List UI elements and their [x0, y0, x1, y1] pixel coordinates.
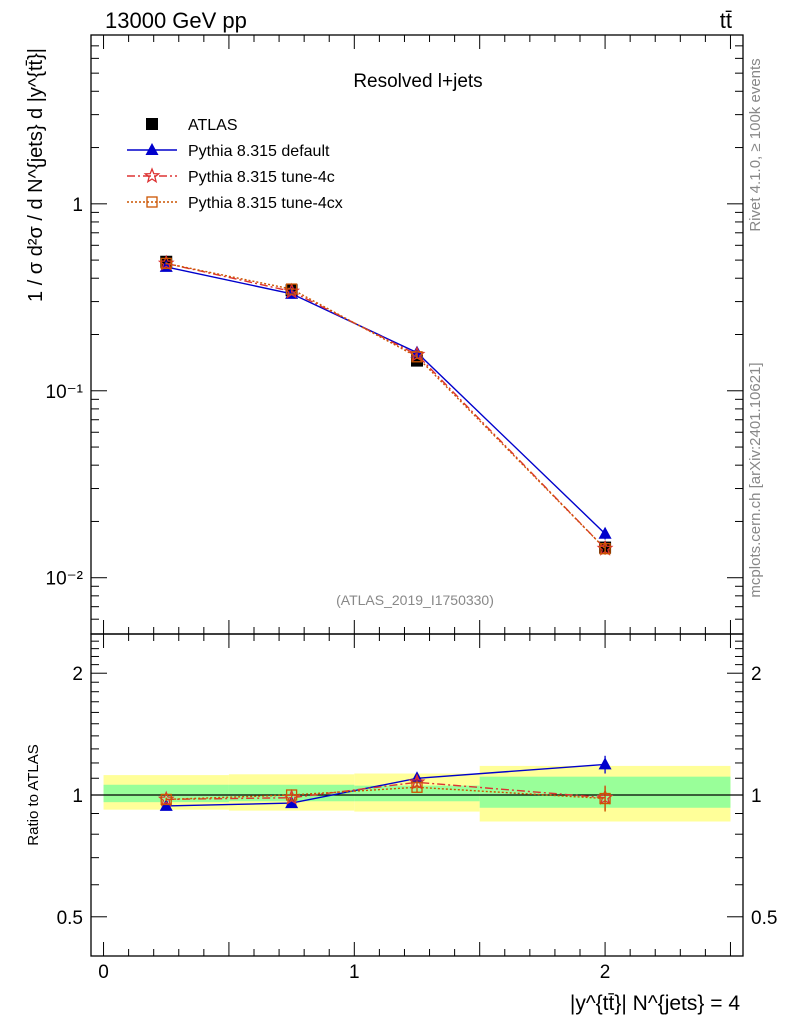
main-pythia-8-315-default-line	[166, 266, 606, 535]
chart-title: Resolved l+jets	[353, 71, 482, 92]
ratio-pythia-8-315-tune-4cx-point	[599, 792, 611, 805]
legend-label: Pythia 8.315 tune-4c	[188, 169, 335, 186]
ratio-y-axis-label: Ratio to ATLAS	[25, 744, 42, 845]
ratio-y-tick-label-left: 1	[72, 786, 83, 807]
main-panel: Resolved l+jets (ATLAS_2019_I1750330) 1 …	[25, 34, 744, 635]
legend-label: Pythia 8.315 tune-4cx	[188, 195, 343, 212]
main-pythia-8-315-tune-4cx-point	[411, 351, 423, 363]
ratio-pythia-8-315-default-point	[598, 757, 612, 770]
main-pythia-8-315-tune-4cx-point	[599, 543, 611, 555]
ratio-pythia-8-315-tune-4cx-point	[285, 789, 298, 801]
main-pythia-8-315-default-point	[598, 526, 612, 539]
ratio-pythia-8-315-tune-4cx-point	[160, 793, 172, 806]
stat-uncertainty-band	[354, 785, 480, 802]
mcplots-label: mcplots.cern.ch [arXiv:2401.10621]	[747, 362, 764, 597]
x-tick-label: 0	[98, 962, 109, 983]
main-y-tick-label: 1	[72, 195, 83, 216]
analysis-id: (ATLAS_2019_I1750330)	[336, 592, 494, 608]
main-y-tick-label: 10⁻¹	[46, 382, 84, 403]
legend-marker	[146, 196, 158, 208]
legend-marker	[143, 167, 161, 184]
ratio-y-tick-label-right: 2	[751, 664, 762, 685]
rivet-label: Rivet 4.1.0, ≥ 100k events	[747, 58, 764, 231]
legend: ATLAS Pythia 8.315 default Pythia 8.315 tu…	[127, 117, 343, 212]
energy-label: 13000 GeV pp	[105, 8, 247, 33]
x-axis-label: |y^{tt̄}| N^{jets} = 4	[570, 992, 740, 1015]
legend-label: Pythia 8.315 default	[188, 143, 330, 160]
ratio-y-tick-label-left: 0.5	[57, 908, 83, 929]
main-pythia-8-315-tune-4cx-line	[166, 262, 606, 550]
main-y-tick-label: 10⁻²	[46, 569, 84, 590]
ratio-y-tick-label-right: 1	[751, 786, 762, 807]
ratio-panel: Ratio to ATLAS |y^{tt̄}| N^{jets} = 4 2 2…	[25, 633, 777, 1015]
ratio-pythia-8-315-default-point	[285, 796, 299, 809]
main-pythia-8-315-tune-4c-line	[166, 262, 606, 550]
ratio-pythia-8-315-tune-4cx-line	[166, 786, 606, 801]
legend-marker	[146, 118, 158, 130]
ratio-pythia-8-315-tune-4c-line	[166, 781, 606, 801]
x-tick-label: 2	[600, 962, 611, 983]
ratio-y-tick-label-left: 2	[72, 664, 83, 685]
main-pythia-8-315-tune-4cx-point	[160, 257, 172, 270]
legend-marker	[145, 143, 159, 155]
ratio-pythia-8-315-tune-4cx-point	[411, 781, 423, 793]
ratio-y-tick-label-right: 0.5	[751, 908, 777, 929]
main-pythia-8-315-tune-4cx-point	[285, 283, 298, 295]
process-label: tt̄	[720, 8, 732, 33]
legend-label: ATLAS	[188, 117, 238, 134]
main-y-axis-label: 1 / σ d²σ / d N^{jets} d |y^{tt̄}|	[25, 48, 47, 302]
x-tick-label: 1	[349, 962, 360, 983]
